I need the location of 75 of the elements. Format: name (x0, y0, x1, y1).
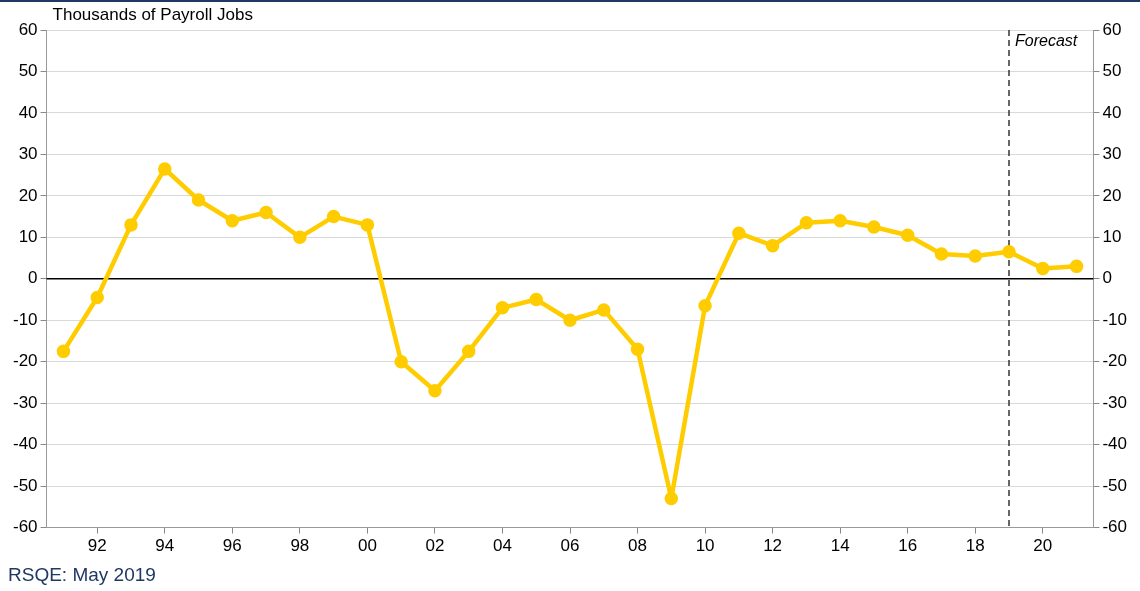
point (360, 218, 375, 232)
y2-tick-label: 60 (1102, 19, 1122, 39)
x-tick-label: 00 (357, 536, 377, 556)
x-tick-label: 16 (898, 536, 918, 556)
y-tick-label: 10 (18, 227, 38, 247)
point (900, 228, 915, 243)
y2-tick-label: 10 (1102, 227, 1122, 247)
x-tick-label: 10 (695, 536, 715, 556)
ref-line-label: Forecast (1015, 32, 1078, 50)
point (799, 216, 814, 230)
point (934, 247, 949, 261)
y2-tick-label: 40 (1102, 102, 1122, 122)
point (461, 344, 476, 359)
point (225, 214, 240, 228)
point (563, 313, 577, 328)
point (191, 193, 206, 207)
point (1069, 259, 1084, 274)
point (664, 491, 679, 506)
y2-tick-label: -60 (1102, 517, 1128, 537)
point (158, 162, 172, 176)
point (1036, 261, 1050, 276)
point (259, 205, 273, 220)
x-tick-label: 04 (493, 536, 512, 556)
text: RSQE: May 2019 (8, 564, 156, 586)
x-tick-label: 18 (965, 536, 985, 556)
y2-tick-label: -40 (1102, 434, 1128, 454)
point (529, 292, 543, 307)
point (293, 230, 307, 245)
y2-tick-label: -10 (1102, 309, 1128, 329)
y-tick-label: -10 (12, 309, 38, 329)
y2-tick-label: -50 (1102, 475, 1128, 495)
y-tick-label: -20 (12, 351, 38, 371)
point (833, 214, 847, 228)
y-tick-label: -60 (12, 517, 38, 537)
x-tick-label: 20 (1033, 536, 1053, 556)
x-tick-label: 06 (560, 536, 580, 556)
point (630, 342, 645, 357)
y2-tick-label: -20 (1102, 351, 1128, 371)
point (394, 354, 408, 369)
y-tick-label: 0 (28, 268, 38, 288)
point (698, 299, 712, 313)
point (1002, 245, 1016, 259)
x-tick-label: 14 (830, 536, 850, 556)
x-tick-label: 08 (628, 536, 647, 556)
point (765, 238, 780, 253)
y-tick-label: 30 (18, 144, 38, 164)
y2-tick-label: 20 (1102, 185, 1122, 205)
y2-tick-label: 0 (1102, 268, 1112, 288)
point (326, 209, 341, 224)
y-tick-label: -40 (12, 434, 38, 454)
x-tick-label: 96 (222, 536, 242, 556)
y2-tick-label: 50 (1102, 61, 1122, 81)
y-tick-label: -50 (12, 475, 38, 495)
x-tick-label: 92 (87, 536, 107, 556)
y-tick-label: 50 (18, 61, 38, 81)
y-tick-label: 40 (18, 102, 38, 122)
point (56, 344, 71, 359)
y2-tick-label: 30 (1102, 144, 1122, 164)
y-tick-label: 60 (18, 19, 38, 39)
x-tick-label: 98 (290, 536, 310, 556)
point (597, 303, 611, 317)
chart-title: Thousands of Payroll Jobs (52, 5, 253, 25)
x-tick-label: 12 (763, 536, 783, 556)
point (495, 301, 510, 315)
point (732, 226, 746, 240)
point (968, 249, 982, 263)
point (124, 218, 138, 232)
point (867, 220, 881, 234)
x-tick-label: 94 (155, 536, 175, 556)
x-tick-label: 02 (425, 536, 445, 556)
y2-tick-label: -30 (1102, 392, 1128, 412)
point (428, 384, 442, 398)
y-tick-label: 20 (18, 185, 38, 205)
y-tick-label: -30 (12, 392, 38, 412)
point (90, 290, 104, 305)
